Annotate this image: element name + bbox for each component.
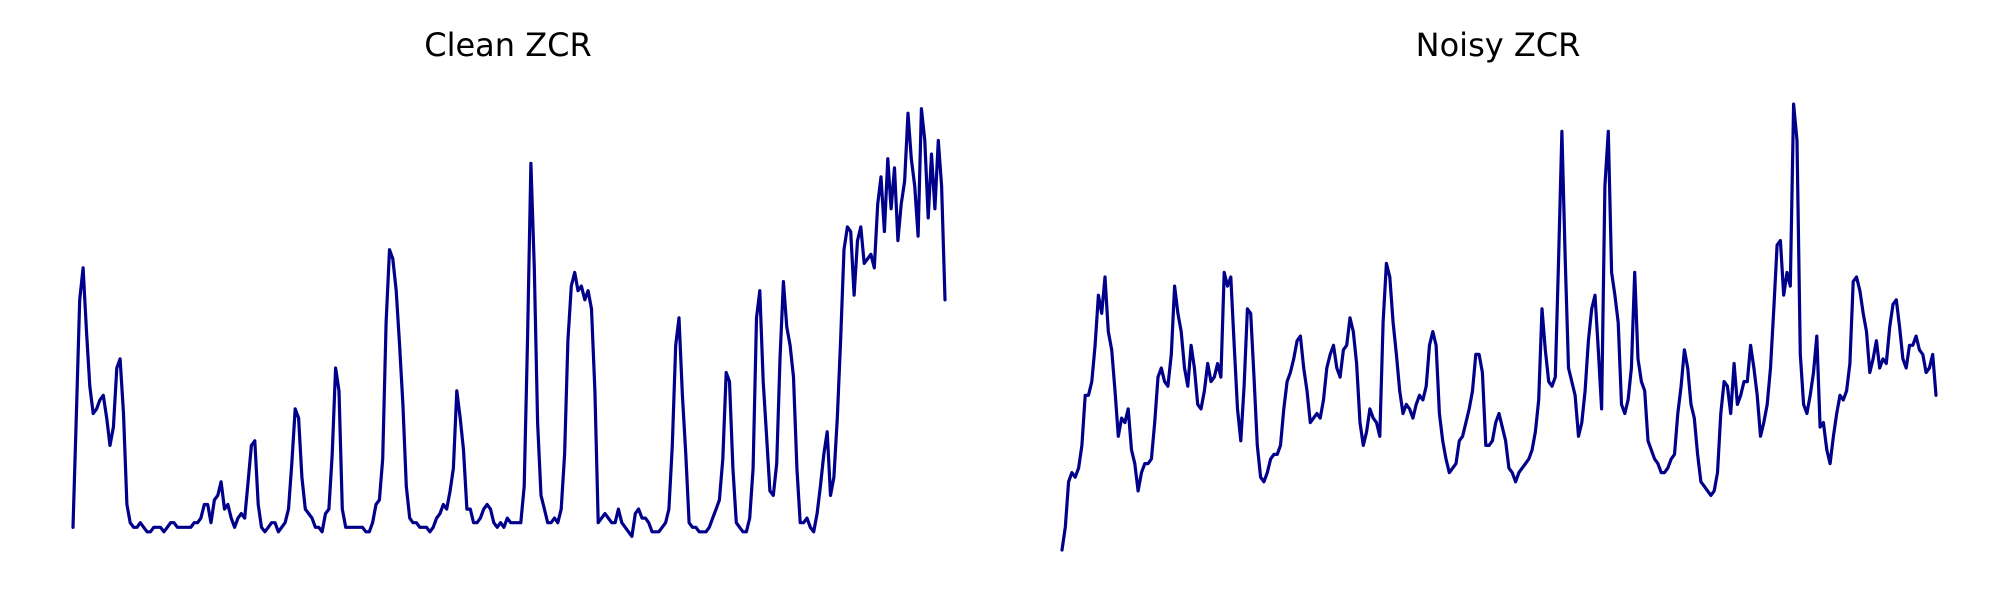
noisy-zcr-title: Noisy ZCR <box>1416 26 1581 64</box>
noisy-zcr-panel: Noisy ZCR <box>1060 26 1938 552</box>
noisy-zcr-line <box>1060 102 1938 552</box>
clean-zcr-panel: Clean ZCR <box>71 26 947 539</box>
clean-zcr-title: Clean ZCR <box>424 26 591 64</box>
clean-zcr-line <box>71 107 947 539</box>
